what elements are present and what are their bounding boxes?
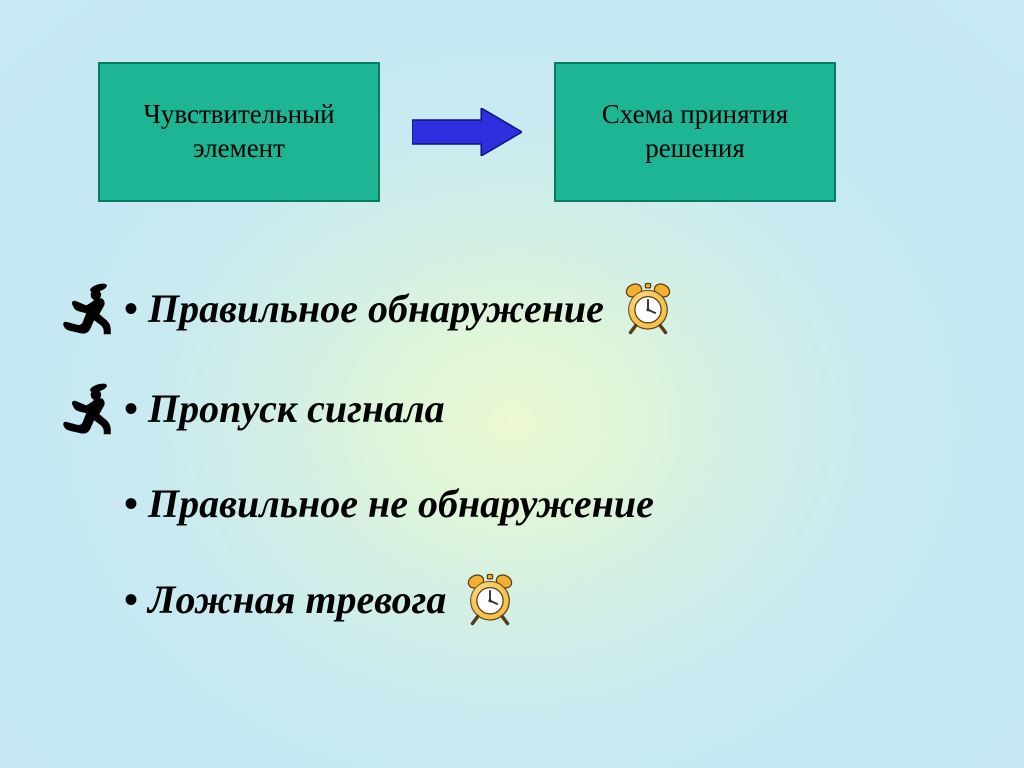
list-item-text: •Правильное обнаружение (124, 280, 676, 336)
arrow-right (412, 108, 522, 156)
box-decision-scheme: Схема принятиярешения (554, 62, 836, 202)
list-item: •Пропуск сигнала (60, 380, 960, 436)
list-item: •Правильное не обнаружение (60, 480, 960, 527)
list-item-label: Пропуск сигнала (148, 385, 445, 432)
alarm-clock-icon (462, 571, 518, 627)
alarm-clock-icon (620, 280, 676, 336)
list-item-text: •Правильное не обнаружение (124, 480, 654, 527)
list-item: •Правильное обнаружение (60, 280, 960, 336)
list-item: •Ложная тревога (60, 571, 960, 627)
list-item-label: Правильное обнаружение (148, 285, 604, 332)
runner-icon (60, 380, 124, 436)
list-item-text: •Ложная тревога (124, 571, 518, 627)
box-sensor-element: Чувствительныйэлемент (98, 62, 380, 202)
list-item-label: Ложная тревога (148, 576, 446, 623)
list-item-label: Правильное не обнаружение (148, 480, 654, 527)
box-label: Схема принятиярешения (602, 98, 788, 166)
outcome-list: •Правильное обнаружение •Пропуск си (60, 280, 960, 671)
diagram-row: Чувствительныйэлемент Схема принятияреше… (0, 62, 1024, 202)
runner-icon (60, 280, 124, 336)
box-label: Чувствительныйэлемент (143, 98, 334, 166)
list-item-text: •Пропуск сигнала (124, 385, 445, 432)
